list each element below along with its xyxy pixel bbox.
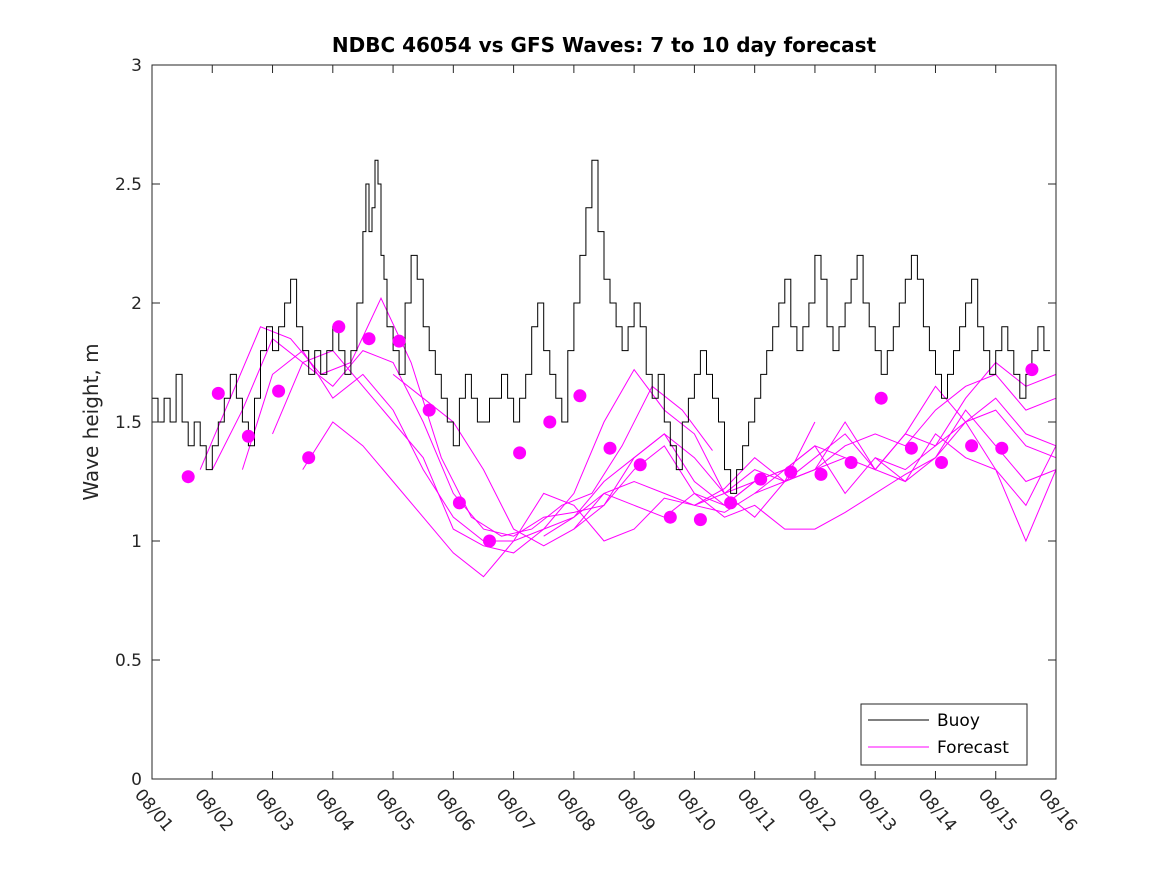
- forecast-point: [693, 513, 707, 527]
- forecast-point: [844, 456, 858, 469]
- legend-buoy-label: Buoy: [937, 711, 980, 731]
- forecast-run-line-8: [573, 397, 1057, 530]
- legend-box: [860, 703, 1028, 766]
- forecast-point: [302, 451, 316, 465]
- forecast-run-line-7: [543, 409, 1057, 537]
- forecast-point: [362, 332, 376, 346]
- forecast-point: [663, 510, 677, 524]
- forecast-point: [724, 496, 738, 510]
- forecast-point: [543, 415, 557, 429]
- forecast-point: [633, 458, 647, 472]
- forecast-point: [483, 534, 496, 548]
- y-axis-label: Wave height, m: [79, 343, 103, 500]
- forecast-point: [814, 467, 828, 481]
- forecast-run-line-10: [754, 385, 1057, 507]
- series-layer: [152, 159, 1057, 578]
- forecast-point: [874, 391, 888, 405]
- forecast-run-line-6: [392, 374, 1057, 547]
- forecast-point: [452, 496, 466, 510]
- forecast-point: [935, 456, 948, 469]
- forecast-run-line-1: [199, 297, 713, 537]
- forecast-point: [332, 320, 346, 334]
- forecast-point: [422, 403, 436, 417]
- legend-forecast-label: Forecast: [937, 738, 1009, 758]
- buoy-line: [152, 159, 1050, 494]
- y-tick-label: 0: [131, 770, 142, 790]
- forecast-point: [995, 441, 1009, 455]
- forecast-point: [784, 465, 798, 479]
- forecast-point: [754, 472, 768, 486]
- forecast-point: [965, 439, 979, 453]
- forecast-point: [1025, 363, 1039, 377]
- y-tick-label: 0.5: [115, 651, 142, 671]
- forecast-point: [513, 446, 527, 460]
- legend: Buoy Forecast: [860, 703, 1028, 766]
- forecast-point: [211, 386, 225, 400]
- forecast-point: [392, 334, 406, 348]
- forecast-point: [573, 389, 587, 403]
- forecast-point: [603, 441, 617, 455]
- y-tick-label: 3: [131, 56, 142, 76]
- forecast-run-line-11: [814, 373, 1057, 470]
- forecast-point: [241, 429, 255, 443]
- y-tick-label: 1: [131, 532, 142, 552]
- y-tick-label: 2.5: [115, 175, 142, 195]
- forecast-point: [181, 470, 195, 484]
- forecast-point: [272, 384, 286, 398]
- y-tick-label: 2: [131, 294, 142, 314]
- forecast-point: [904, 441, 918, 455]
- chart-title: NDBC 46054 vs GFS Waves: 7 to 10 day for…: [332, 33, 877, 57]
- y-tick-label: 1.5: [115, 413, 142, 433]
